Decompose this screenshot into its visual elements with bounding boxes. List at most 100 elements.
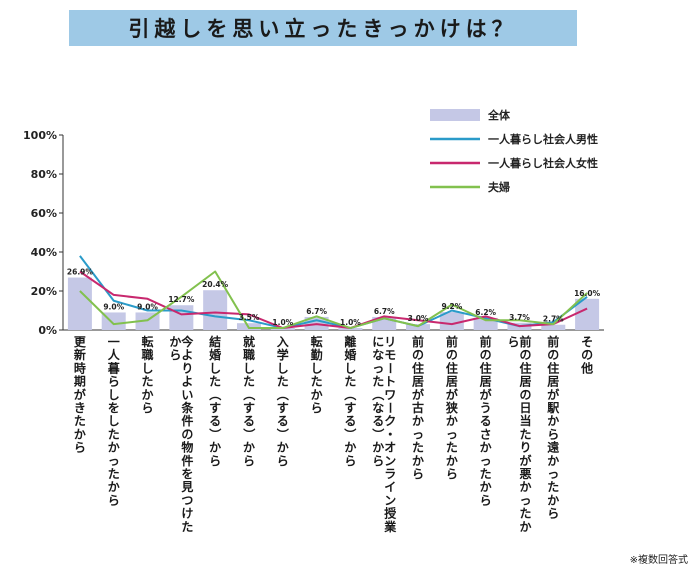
svg-text:古: 古 [412,400,424,415]
svg-text:を: を [108,401,120,415]
svg-text:か: か [74,427,86,441]
svg-text:し: し [243,361,255,375]
legend-swatch [430,109,480,121]
svg-text:の: の [480,348,492,362]
svg-text:よ: よ [181,375,193,389]
svg-text:住: 住 [480,360,492,375]
svg-text:他: 他 [580,360,593,375]
svg-text:ら: ら [412,467,424,481]
svg-text:た: た [446,441,458,455]
svg-text:っ: っ [547,467,559,481]
bar-data-label: 6.7% [306,307,327,316]
svg-text:な: な [372,401,384,415]
x-tick-label: その他 [580,335,593,375]
svg-text:け: け [181,507,193,521]
svg-text:た: た [372,375,384,389]
bar-data-label: 6.2% [475,308,496,317]
bar-data-label: 16.0% [574,289,601,298]
svg-text:入: 入 [277,335,289,349]
bar-data-label: 3.7% [509,313,530,322]
svg-text:の: の [519,348,531,362]
svg-text:ー: ー [383,362,397,374]
svg-text:ら: ら [108,375,120,389]
svg-text:ら: ら [277,454,289,468]
svg-text:ら: ら [507,335,519,349]
svg-text:り: り [519,441,531,455]
svg-text:（: （ [343,389,358,401]
svg-text:う: う [480,401,492,415]
svg-text:遠: 遠 [547,440,559,455]
svg-text:）: ） [242,428,257,440]
svg-text:職: 職 [243,347,255,362]
svg-text:か: か [519,520,531,534]
svg-text:し: し [311,361,323,375]
svg-text:（: （ [208,389,223,401]
svg-text:ら: ら [344,454,356,468]
svg-text:ら: ら [108,493,120,507]
bar-data-label: 6.7% [374,307,395,316]
bar-data-label: 9.0% [137,302,158,311]
svg-text:学: 学 [277,347,289,362]
svg-text:狭: 狭 [445,400,458,415]
svg-text:ら: ら [74,441,86,455]
chart-title: 引越しを思い立ったきっかけは？ [128,17,518,41]
series-line [79,270,588,330]
svg-text:転: 転 [142,334,154,349]
svg-text:し: し [209,361,221,375]
svg-text:居: 居 [412,375,424,389]
svg-text:か: か [480,480,492,494]
svg-text:た: た [311,375,323,389]
svg-text:か: か [480,441,492,455]
svg-text:か: か [412,454,424,468]
svg-text:っ: っ [108,454,120,468]
svg-text:リ: リ [384,335,396,349]
svg-text:が: が [519,453,531,468]
svg-text:か: か [169,335,181,349]
svg-text:き: き [74,401,86,415]
svg-text:人: 人 [108,347,121,362]
svg-text:駅: 駅 [546,401,560,415]
svg-text:い: い [181,388,193,402]
bar-data-label: 9.0% [103,302,124,311]
svg-text:た: た [519,507,531,521]
svg-text:た: た [181,520,193,534]
svg-text:イ: イ [384,480,396,494]
legend-label: 一人暮らし社会人女性 [488,156,598,170]
svg-text:ク: ク [384,414,396,428]
svg-text:ら: ら [142,401,154,415]
bar-data-label: 3.5% [239,313,260,322]
svg-text:居: 居 [547,375,559,389]
svg-text:か: か [547,454,559,468]
svg-text:の: の [446,348,458,362]
svg-text:が: が [547,387,559,402]
svg-text:る: る [344,414,356,428]
svg-text:就: 就 [243,334,255,349]
svg-text:ー: ー [383,402,397,414]
svg-text:ら: ら [547,427,559,441]
svg-text:授: 授 [384,506,397,521]
svg-text:居: 居 [446,375,458,389]
svg-text:す: す [209,401,221,415]
bar [67,277,92,330]
svg-text:る: る [209,414,221,428]
footnote: ※複数回答式 [629,555,688,566]
svg-text:な: な [372,348,384,362]
svg-text:）: ） [371,428,386,440]
svg-text:か: か [142,388,154,402]
svg-text:か: か [446,414,458,428]
svg-text:が: が [480,387,492,402]
svg-text:住: 住 [412,360,424,375]
svg-text:期: 期 [74,374,86,389]
svg-text:時: 時 [74,360,86,375]
legend-label: 夫婦 [488,180,510,194]
svg-text:か: か [108,441,120,455]
y-tick-label: 80% [31,168,57,181]
bar-data-label: 1.0% [340,318,361,327]
